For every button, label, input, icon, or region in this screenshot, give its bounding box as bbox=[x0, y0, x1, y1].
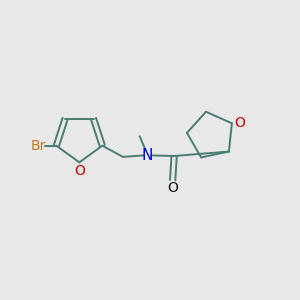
Text: N: N bbox=[141, 148, 153, 163]
Text: O: O bbox=[167, 182, 178, 195]
Text: Br: Br bbox=[30, 139, 46, 153]
Text: O: O bbox=[74, 164, 85, 178]
Text: O: O bbox=[235, 116, 245, 130]
